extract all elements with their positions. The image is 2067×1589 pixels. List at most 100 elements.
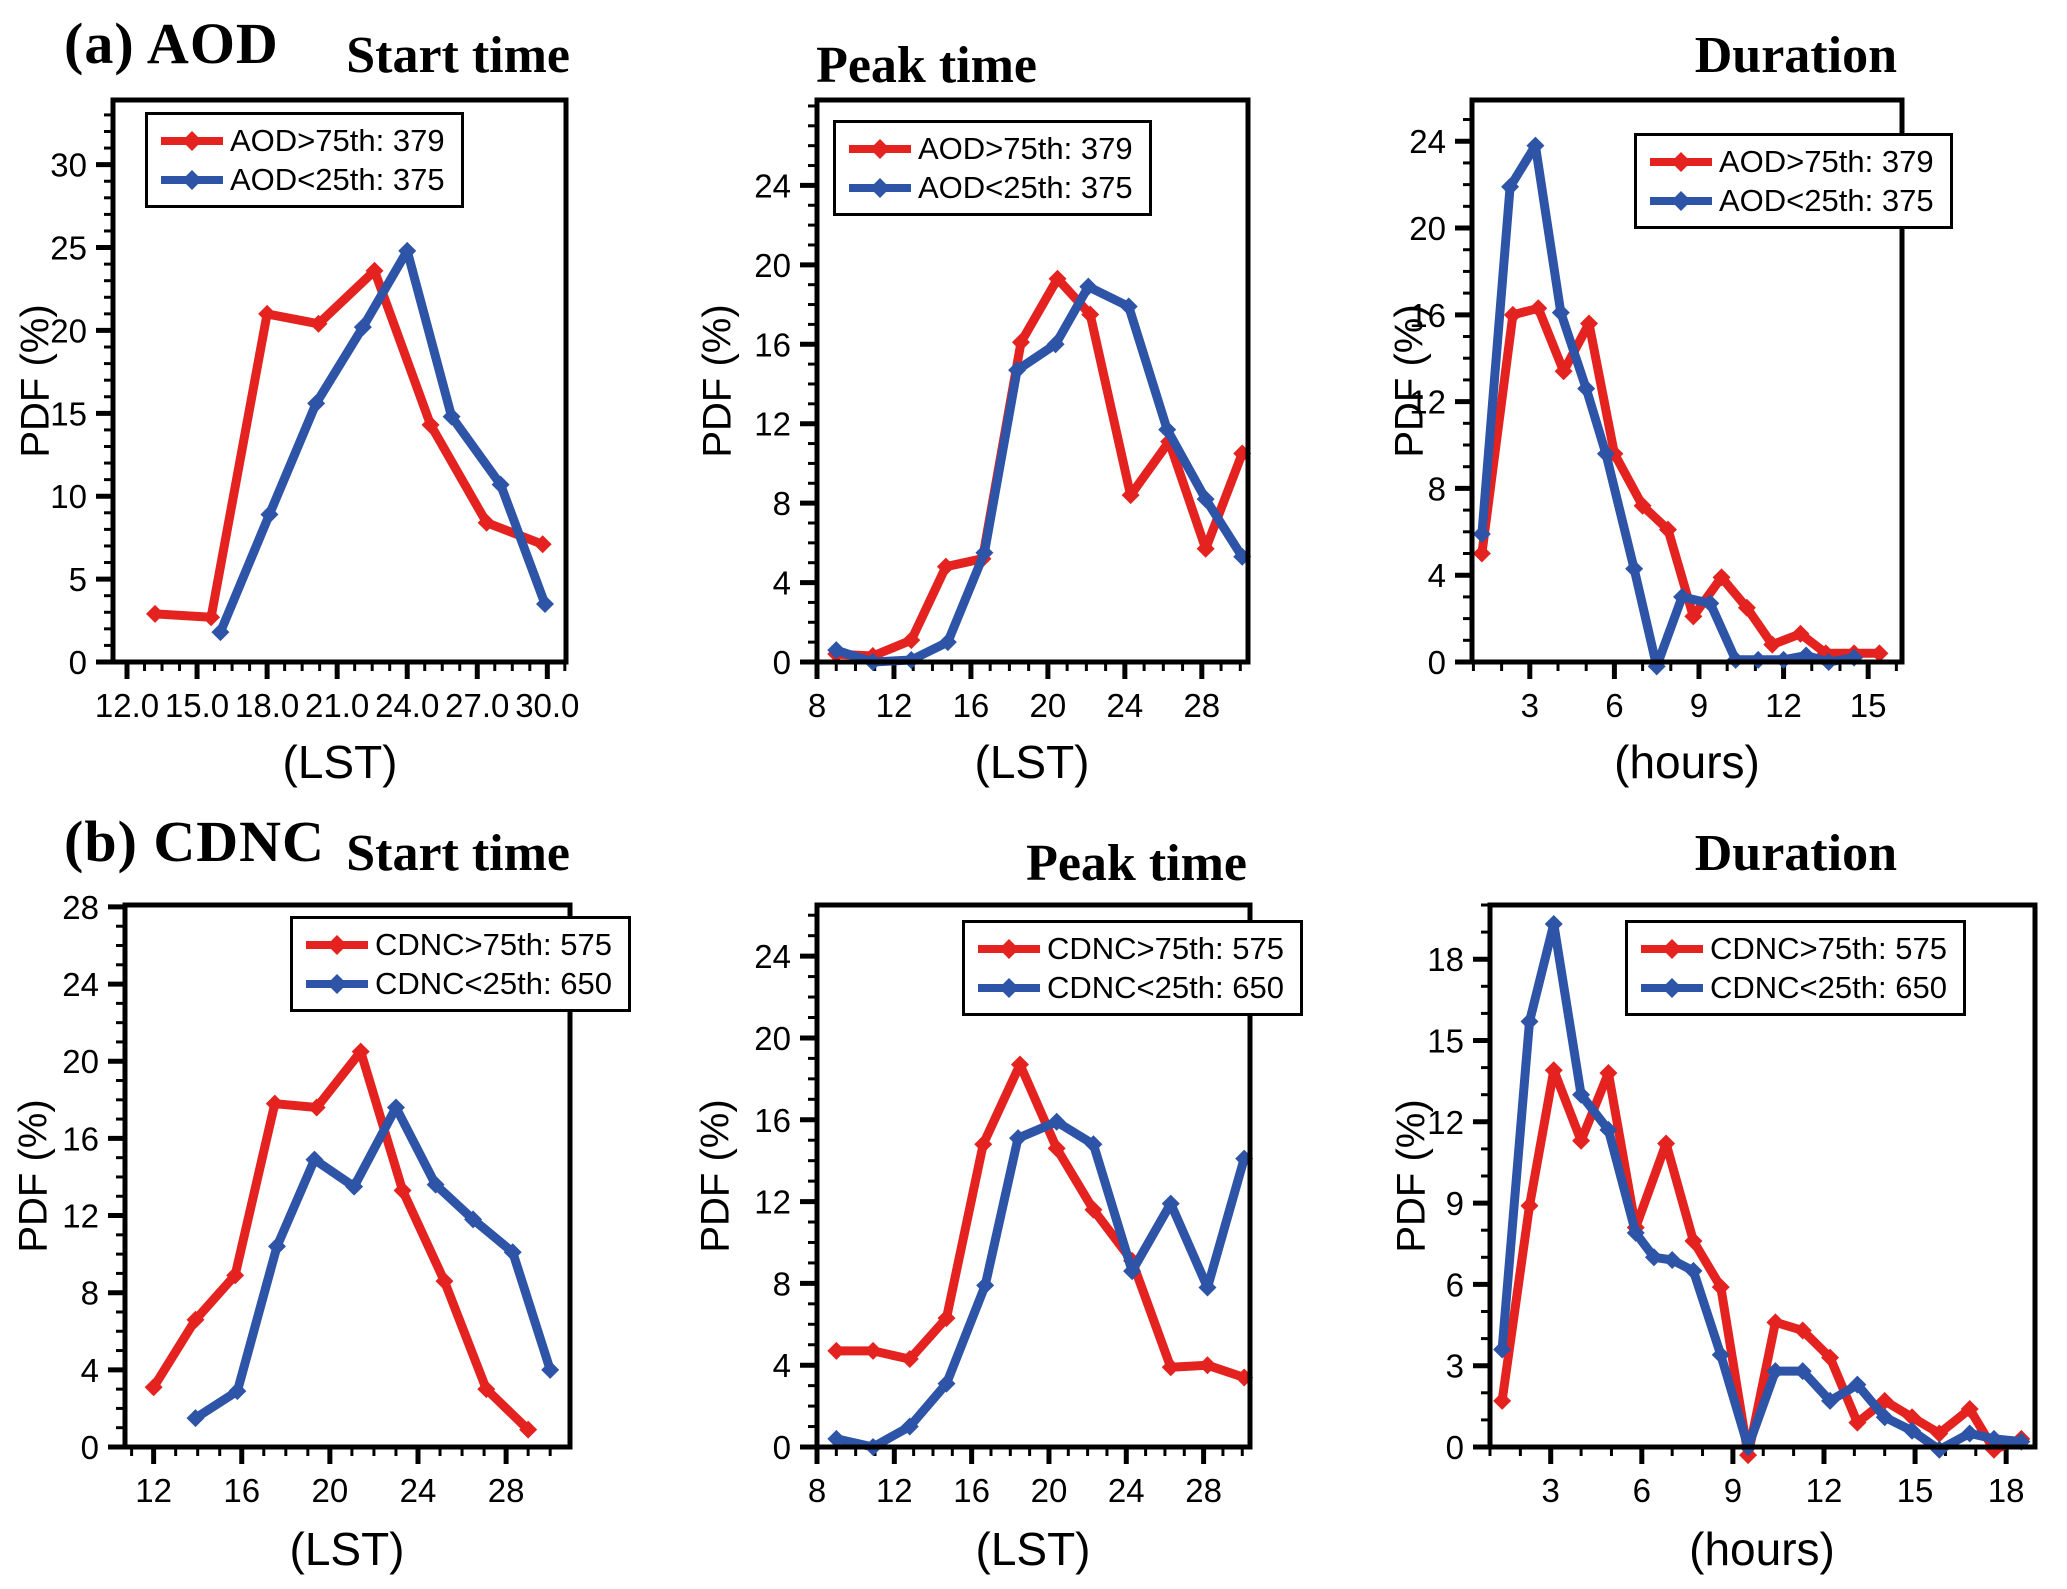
legend-label: AOD<25th: 375 (230, 162, 445, 197)
x-tick-label: 3 (1521, 687, 1539, 724)
series-line (831, 274, 1247, 661)
diamond-marker (1684, 1232, 1703, 1251)
diamond-marker (974, 1135, 993, 1154)
y-tick-label: 24 (754, 167, 791, 204)
diamond-marker (1870, 644, 1889, 663)
diamond-marker (1008, 361, 1027, 380)
diamond-marker (1580, 314, 1599, 333)
y-tick-label: 24 (754, 938, 791, 975)
y-tick-label: 28 (62, 891, 99, 926)
chart-b-duration: 3 6 9 12 15 18 0 3 6 9 12 15 18 (1427, 902, 2038, 1509)
x-tick-label: 15 (1897, 1472, 1934, 1509)
x-tick-label: 20 (312, 1472, 349, 1509)
x-tick-label: 16 (953, 1472, 990, 1509)
y-tick-label: 12 (754, 406, 791, 443)
y-tick-label: 16 (1409, 297, 1446, 334)
title-b-start: Start time (346, 825, 570, 882)
diamond-marker (1503, 305, 1522, 324)
diamond-marker (426, 1175, 445, 1194)
diamond-marker (937, 1374, 956, 1393)
xlabel-b-peak: (LST) (975, 1523, 1091, 1575)
legend-entry: AOD>75th: 379 (160, 125, 445, 156)
y-tick-label: 3 (1446, 1348, 1464, 1385)
panel-b-peak-plot: 8 12 16 20 24 28 0 4 8 12 16 20 24 (754, 902, 1254, 1509)
diamond-marker (1644, 1248, 1663, 1267)
diamond-marker (976, 1276, 995, 1295)
y-tick-label: 4 (1428, 557, 1446, 594)
diamond-marker (541, 1360, 560, 1379)
diamond-marker (1572, 1085, 1591, 1104)
diamond-marker (1711, 1345, 1730, 1364)
diamond-marker (1493, 1391, 1512, 1410)
y-tick-label: 30 (50, 147, 87, 184)
diamond-marker (827, 1341, 846, 1360)
diamond-marker (1791, 624, 1810, 643)
diamond-marker (1472, 544, 1491, 563)
diamond-marker (365, 261, 384, 280)
diamond-marker (1766, 1313, 1785, 1332)
chart-b-peak: 8 12 16 20 24 28 0 4 8 12 16 20 24 (754, 902, 1254, 1509)
diamond-marker (975, 543, 994, 562)
y-tick-label: 9 (1446, 1185, 1464, 1222)
diamond-marker (936, 557, 955, 576)
y-tick-label: 20 (754, 1020, 791, 1057)
diamond-marker (144, 1378, 163, 1397)
diamond-marker (1123, 1262, 1142, 1281)
blue-line-diamond-icon (1650, 190, 1712, 211)
x-tick-label: 3 (1542, 1472, 1560, 1509)
y-tick-label: 20 (50, 312, 87, 349)
y-tick-label: 0 (1428, 644, 1446, 681)
series-line (831, 1117, 1249, 1452)
x-tick-label: 30.0 (515, 687, 579, 724)
diamond-marker (1551, 303, 1570, 322)
diamond-marker (535, 594, 554, 613)
diamond-marker (1048, 269, 1067, 288)
series-line (215, 246, 550, 637)
legend-label: CDNC>75th: 575 (375, 927, 612, 962)
blue-line-diamond-icon (849, 177, 911, 198)
diamond-marker (228, 1382, 247, 1401)
diamond-marker (268, 1237, 287, 1256)
axis-frame (110, 97, 569, 665)
diamond-marker (146, 604, 165, 623)
axis-frame (1487, 902, 2038, 1450)
y-tick-label: 0 (773, 1429, 791, 1466)
diamond-marker (938, 633, 957, 652)
diamond-marker (519, 1420, 538, 1439)
x-tick-label: 9 (1690, 687, 1708, 724)
x-tick-label: 12 (876, 687, 913, 724)
y-tick-label: 8 (773, 485, 791, 522)
legend-entry: AOD<25th: 375 (1649, 185, 1934, 216)
xlabel-b-start: (LST) (289, 1523, 405, 1575)
diamond-marker (1046, 335, 1065, 354)
diamond-marker (211, 623, 230, 642)
diamond-marker (1625, 559, 1644, 578)
diamond-marker (1930, 1424, 1949, 1443)
diamond-marker (435, 1272, 454, 1291)
y-tick-label: 12 (754, 1184, 791, 1221)
x-tick-label: 16 (223, 1472, 260, 1509)
diamond-marker (1848, 1413, 1867, 1432)
legend-b-peak: CDNC>75th: 575 CDNC<25th: 650 (962, 920, 1303, 1016)
chart-b-start: 12 16 20 24 28 0 4 8 12 16 20 24 28 (62, 891, 573, 1509)
diamond-marker (864, 1341, 883, 1360)
series-line (1477, 141, 1859, 671)
legend-entry: CDNC<25th: 650 (977, 972, 1284, 1003)
diamond-marker (1493, 1340, 1512, 1359)
diamond-marker (1599, 1120, 1618, 1139)
legend-entry: CDNC>75th: 575 (1640, 933, 1947, 964)
diamond-marker (186, 1409, 205, 1428)
diamond-marker (1599, 1064, 1618, 1083)
y-tick-label: 8 (81, 1275, 99, 1312)
legend-entry: AOD<25th: 375 (848, 172, 1133, 203)
y-tick-label: 12 (1427, 1104, 1464, 1141)
x-tick-label: 6 (1633, 1472, 1651, 1509)
diamond-marker (1084, 1200, 1103, 1219)
diamond-marker (307, 394, 326, 413)
diamond-marker (1010, 1055, 1029, 1074)
panel-a-duration-plot: 3 6 9 12 15 0 4 8 12 16 20 24 (1409, 97, 1905, 724)
y-tick-label: 16 (754, 326, 791, 363)
diamond-marker (477, 513, 496, 532)
panel-b-start-plot: 12 16 20 24 28 0 4 8 12 16 20 24 28 (62, 891, 573, 1509)
